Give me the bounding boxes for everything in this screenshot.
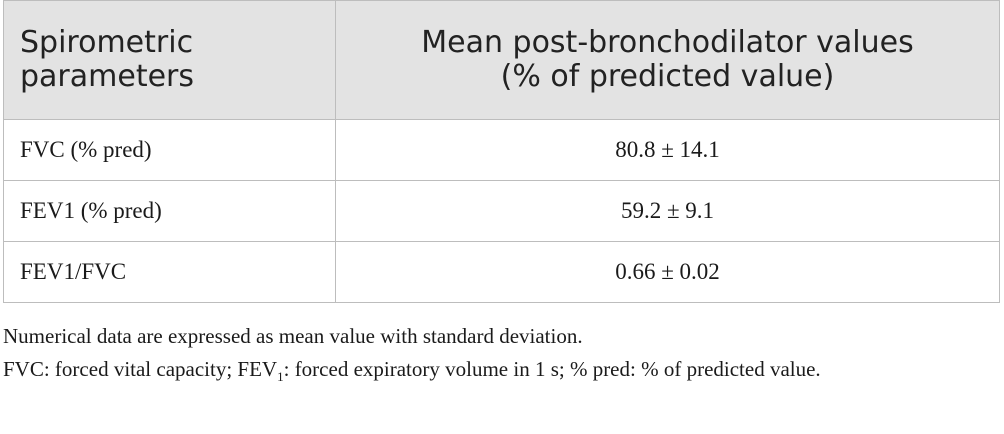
row-value: 80.8 ± 14.1: [335, 119, 1000, 181]
table-footnotes: Numerical data are expressed as mean val…: [3, 320, 993, 393]
footnote-abbreviations: FVC: forced vital capacity; FEV1: forced…: [3, 353, 993, 393]
header-col2-line1: Mean post-bronchodilator values: [421, 25, 914, 60]
table-header-row: Spirometric parameters Mean post-broncho…: [3, 0, 1000, 120]
footnote-abbrev-part1: FVC: forced vital capacity; FEV: [3, 357, 278, 381]
footnote-data-description: Numerical data are expressed as mean val…: [3, 324, 583, 348]
table-row: FEV1/FVC 0.66 ± 0.02: [3, 241, 1000, 303]
table-row: FVC (% pred) 80.8 ± 14.1: [3, 119, 1000, 181]
header-col1-line2: parameters: [20, 59, 195, 94]
table-row: FEV1 (% pred) 59.2 ± 9.1: [3, 180, 1000, 242]
footnote-abbrev-part2: : forced expiratory volume in 1 s; % pre…: [283, 357, 821, 381]
row-value: 59.2 ± 9.1: [335, 180, 1000, 242]
row-value: 0.66 ± 0.02: [335, 241, 1000, 303]
footnote-abbrev-subscript: 1: [277, 369, 284, 385]
spirometry-table: Spirometric parameters Mean post-broncho…: [3, 0, 1000, 303]
row-parameter: FVC (% pred): [3, 119, 336, 181]
header-spirometric-parameters: Spirometric parameters: [3, 0, 336, 120]
row-parameter: FEV1/FVC: [3, 241, 336, 303]
header-col1-line1: Spirometric: [20, 25, 194, 60]
header-col2-line2: (% of predicted value): [500, 59, 835, 94]
header-mean-values: Mean post-bronchodilator values (% of pr…: [335, 0, 1000, 120]
row-parameter: FEV1 (% pred): [3, 180, 336, 242]
